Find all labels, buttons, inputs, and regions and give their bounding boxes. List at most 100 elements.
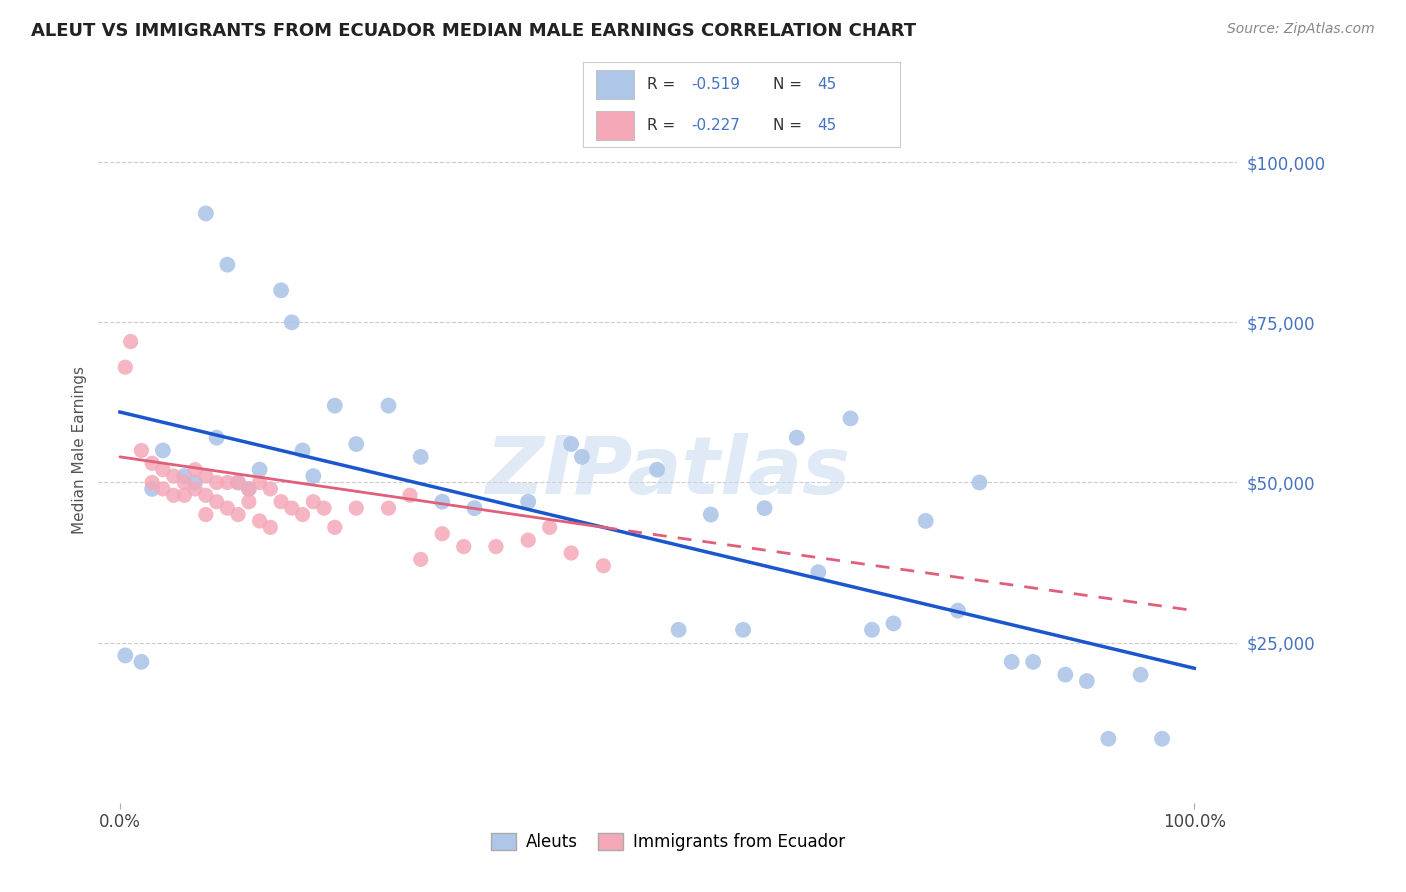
Point bbox=[409, 552, 432, 566]
Point bbox=[141, 475, 163, 490]
Point bbox=[173, 469, 195, 483]
Point bbox=[281, 501, 304, 516]
Point bbox=[226, 508, 249, 522]
Point bbox=[270, 494, 292, 508]
Point bbox=[141, 456, 163, 470]
Point bbox=[409, 450, 432, 464]
Point bbox=[120, 334, 142, 349]
Point bbox=[560, 437, 582, 451]
Text: N =: N = bbox=[773, 77, 807, 92]
Point bbox=[571, 450, 593, 464]
Y-axis label: Median Male Earnings: Median Male Earnings bbox=[72, 367, 87, 534]
FancyBboxPatch shape bbox=[596, 70, 634, 99]
Point bbox=[377, 501, 399, 516]
Text: ZIPatlas: ZIPatlas bbox=[485, 433, 851, 510]
Point bbox=[194, 206, 217, 220]
Text: R =: R = bbox=[647, 118, 681, 133]
Point bbox=[1076, 674, 1098, 689]
Point bbox=[205, 475, 228, 490]
Point bbox=[173, 488, 195, 502]
Text: -0.227: -0.227 bbox=[692, 118, 740, 133]
Text: 45: 45 bbox=[818, 77, 837, 92]
Text: ALEUT VS IMMIGRANTS FROM ECUADOR MEDIAN MALE EARNINGS CORRELATION CHART: ALEUT VS IMMIGRANTS FROM ECUADOR MEDIAN … bbox=[31, 22, 917, 40]
Point bbox=[807, 565, 830, 579]
Point bbox=[131, 443, 153, 458]
Point bbox=[291, 508, 314, 522]
Point bbox=[291, 443, 314, 458]
Point bbox=[302, 494, 325, 508]
Point bbox=[700, 508, 723, 522]
Point bbox=[1129, 667, 1152, 681]
Point bbox=[173, 475, 195, 490]
Text: N =: N = bbox=[773, 118, 807, 133]
Text: R =: R = bbox=[647, 77, 681, 92]
Point bbox=[114, 648, 136, 663]
Point bbox=[184, 482, 207, 496]
Point bbox=[668, 623, 690, 637]
Point bbox=[217, 258, 239, 272]
Point bbox=[645, 463, 668, 477]
Point bbox=[485, 540, 508, 554]
Point bbox=[302, 469, 325, 483]
Point bbox=[238, 482, 260, 496]
Point bbox=[238, 482, 260, 496]
Point bbox=[270, 283, 292, 297]
Point bbox=[323, 399, 346, 413]
Point bbox=[152, 482, 174, 496]
Point bbox=[205, 431, 228, 445]
Point bbox=[217, 475, 239, 490]
Point bbox=[344, 501, 367, 516]
Text: 45: 45 bbox=[818, 118, 837, 133]
Point bbox=[217, 501, 239, 516]
Point bbox=[914, 514, 936, 528]
Point bbox=[226, 475, 249, 490]
Point bbox=[946, 604, 969, 618]
Point bbox=[281, 315, 304, 329]
Point bbox=[1001, 655, 1024, 669]
Text: -0.519: -0.519 bbox=[692, 77, 740, 92]
Point bbox=[226, 475, 249, 490]
Point bbox=[399, 488, 422, 502]
Point bbox=[184, 463, 207, 477]
Point bbox=[259, 520, 281, 534]
Point bbox=[754, 501, 776, 516]
Point bbox=[731, 623, 754, 637]
Point bbox=[1022, 655, 1045, 669]
Point bbox=[249, 463, 271, 477]
Point bbox=[194, 508, 217, 522]
Point bbox=[259, 482, 281, 496]
Point bbox=[249, 475, 271, 490]
Point bbox=[162, 488, 184, 502]
Point bbox=[453, 540, 475, 554]
Point bbox=[1054, 667, 1077, 681]
Point bbox=[432, 494, 454, 508]
Point bbox=[517, 533, 540, 548]
Point bbox=[205, 494, 228, 508]
Point bbox=[786, 431, 808, 445]
Point bbox=[538, 520, 561, 534]
Point bbox=[162, 469, 184, 483]
Point bbox=[839, 411, 862, 425]
Point bbox=[249, 514, 271, 528]
Point bbox=[114, 360, 136, 375]
Legend: Aleuts, Immigrants from Ecuador: Aleuts, Immigrants from Ecuador bbox=[484, 826, 852, 858]
Point bbox=[184, 475, 207, 490]
Point bbox=[152, 463, 174, 477]
Point bbox=[194, 488, 217, 502]
Point bbox=[312, 501, 335, 516]
Point bbox=[882, 616, 904, 631]
Point bbox=[344, 437, 367, 451]
Point bbox=[377, 399, 399, 413]
Point bbox=[194, 469, 217, 483]
Point bbox=[152, 443, 174, 458]
Point bbox=[592, 558, 614, 573]
Text: Source: ZipAtlas.com: Source: ZipAtlas.com bbox=[1227, 22, 1375, 37]
Point bbox=[1152, 731, 1174, 746]
Point bbox=[432, 526, 454, 541]
Point bbox=[517, 494, 540, 508]
Point bbox=[463, 501, 485, 516]
Point bbox=[969, 475, 991, 490]
Point bbox=[323, 520, 346, 534]
Point bbox=[860, 623, 883, 637]
Point bbox=[238, 494, 260, 508]
